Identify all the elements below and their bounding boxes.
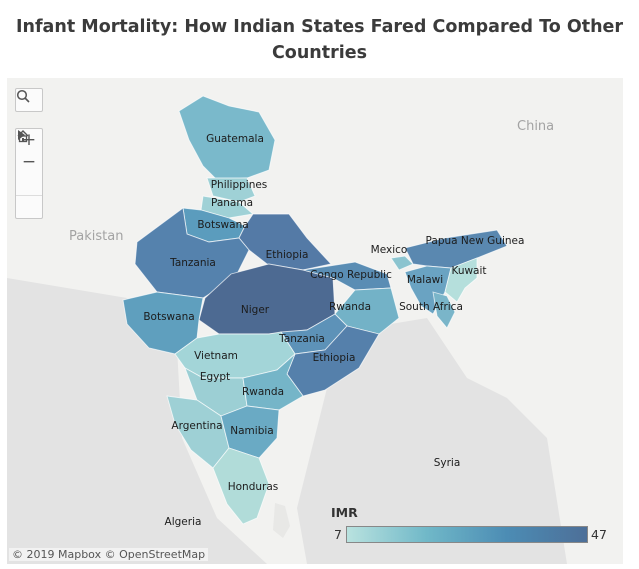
region-label: Rwanda xyxy=(329,301,371,313)
region-shape-5[interactable] xyxy=(134,207,250,299)
region-label: Honduras xyxy=(228,481,279,493)
region-label: Kuwait xyxy=(451,265,486,277)
home-icon[interactable] xyxy=(16,130,42,195)
region-label: Argentina xyxy=(171,420,222,432)
legend-color-ramp xyxy=(346,526,588,543)
legend-title: IMR xyxy=(331,505,358,520)
region-label: Ethiopia xyxy=(266,249,309,261)
legend-min-label: 7 xyxy=(334,527,342,542)
region-shape-1[interactable] xyxy=(206,177,256,203)
play-icon[interactable] xyxy=(16,130,42,218)
zoom-out-button[interactable]: − xyxy=(21,152,37,172)
region-label: Botswana xyxy=(197,219,248,231)
map-search-control[interactable] xyxy=(15,88,43,112)
region-label: Papua New Guinea xyxy=(426,235,525,247)
region-label: Syria xyxy=(434,457,461,469)
region-label: Vietnam xyxy=(194,350,238,362)
region-label: Algeria xyxy=(165,516,202,528)
region-label: Botswana xyxy=(143,311,194,323)
china-label: China xyxy=(517,119,554,134)
region-shape-2[interactable] xyxy=(200,195,255,219)
region-shape-0[interactable] xyxy=(178,95,276,181)
region-label: Guatemala xyxy=(206,133,264,145)
map-attribution[interactable]: © 2019 Mapbox © OpenStreetMap xyxy=(9,548,209,561)
region-label: South Africa xyxy=(399,301,463,313)
bay-of-bengal-water xyxy=(297,318,567,564)
region-label: Tanzania xyxy=(278,333,325,345)
map-canvas[interactable]: China Pakistan Guatemala Philippines Panam… xyxy=(7,78,623,564)
sri-lanka-land xyxy=(273,503,290,538)
pakistan-label: Pakistan xyxy=(69,229,123,244)
region-label: Egypt xyxy=(200,371,230,383)
region-label: Mexico xyxy=(371,244,408,256)
region-shape-23[interactable] xyxy=(432,291,456,329)
region-label: Niger xyxy=(241,304,270,316)
zoom-in-button[interactable]: + xyxy=(21,130,37,150)
region-label: Panama xyxy=(211,197,253,209)
region-label: Malawi xyxy=(407,274,443,286)
region-label: Namibia xyxy=(230,425,273,437)
region-label: Rwanda xyxy=(242,386,284,398)
region-label: Philippines xyxy=(211,179,268,191)
map-toolbar: + − xyxy=(15,128,43,219)
region-label: Ethiopia xyxy=(313,352,356,364)
region-label: Tanzania xyxy=(169,257,216,269)
chart-title: Infant Mortality: How Indian States Fare… xyxy=(15,17,624,63)
region-label: Congo Republic xyxy=(310,269,392,281)
region-shape-4[interactable] xyxy=(238,213,332,271)
legend-max-label: 47 xyxy=(591,527,607,542)
arabian-sea-water xyxy=(7,278,267,564)
region-shape-17[interactable] xyxy=(212,447,270,525)
map-view[interactable]: China Pakistan Guatemala Philippines Panam… xyxy=(7,78,623,564)
region-shape-22[interactable] xyxy=(444,257,478,303)
search-icon[interactable] xyxy=(16,89,42,111)
